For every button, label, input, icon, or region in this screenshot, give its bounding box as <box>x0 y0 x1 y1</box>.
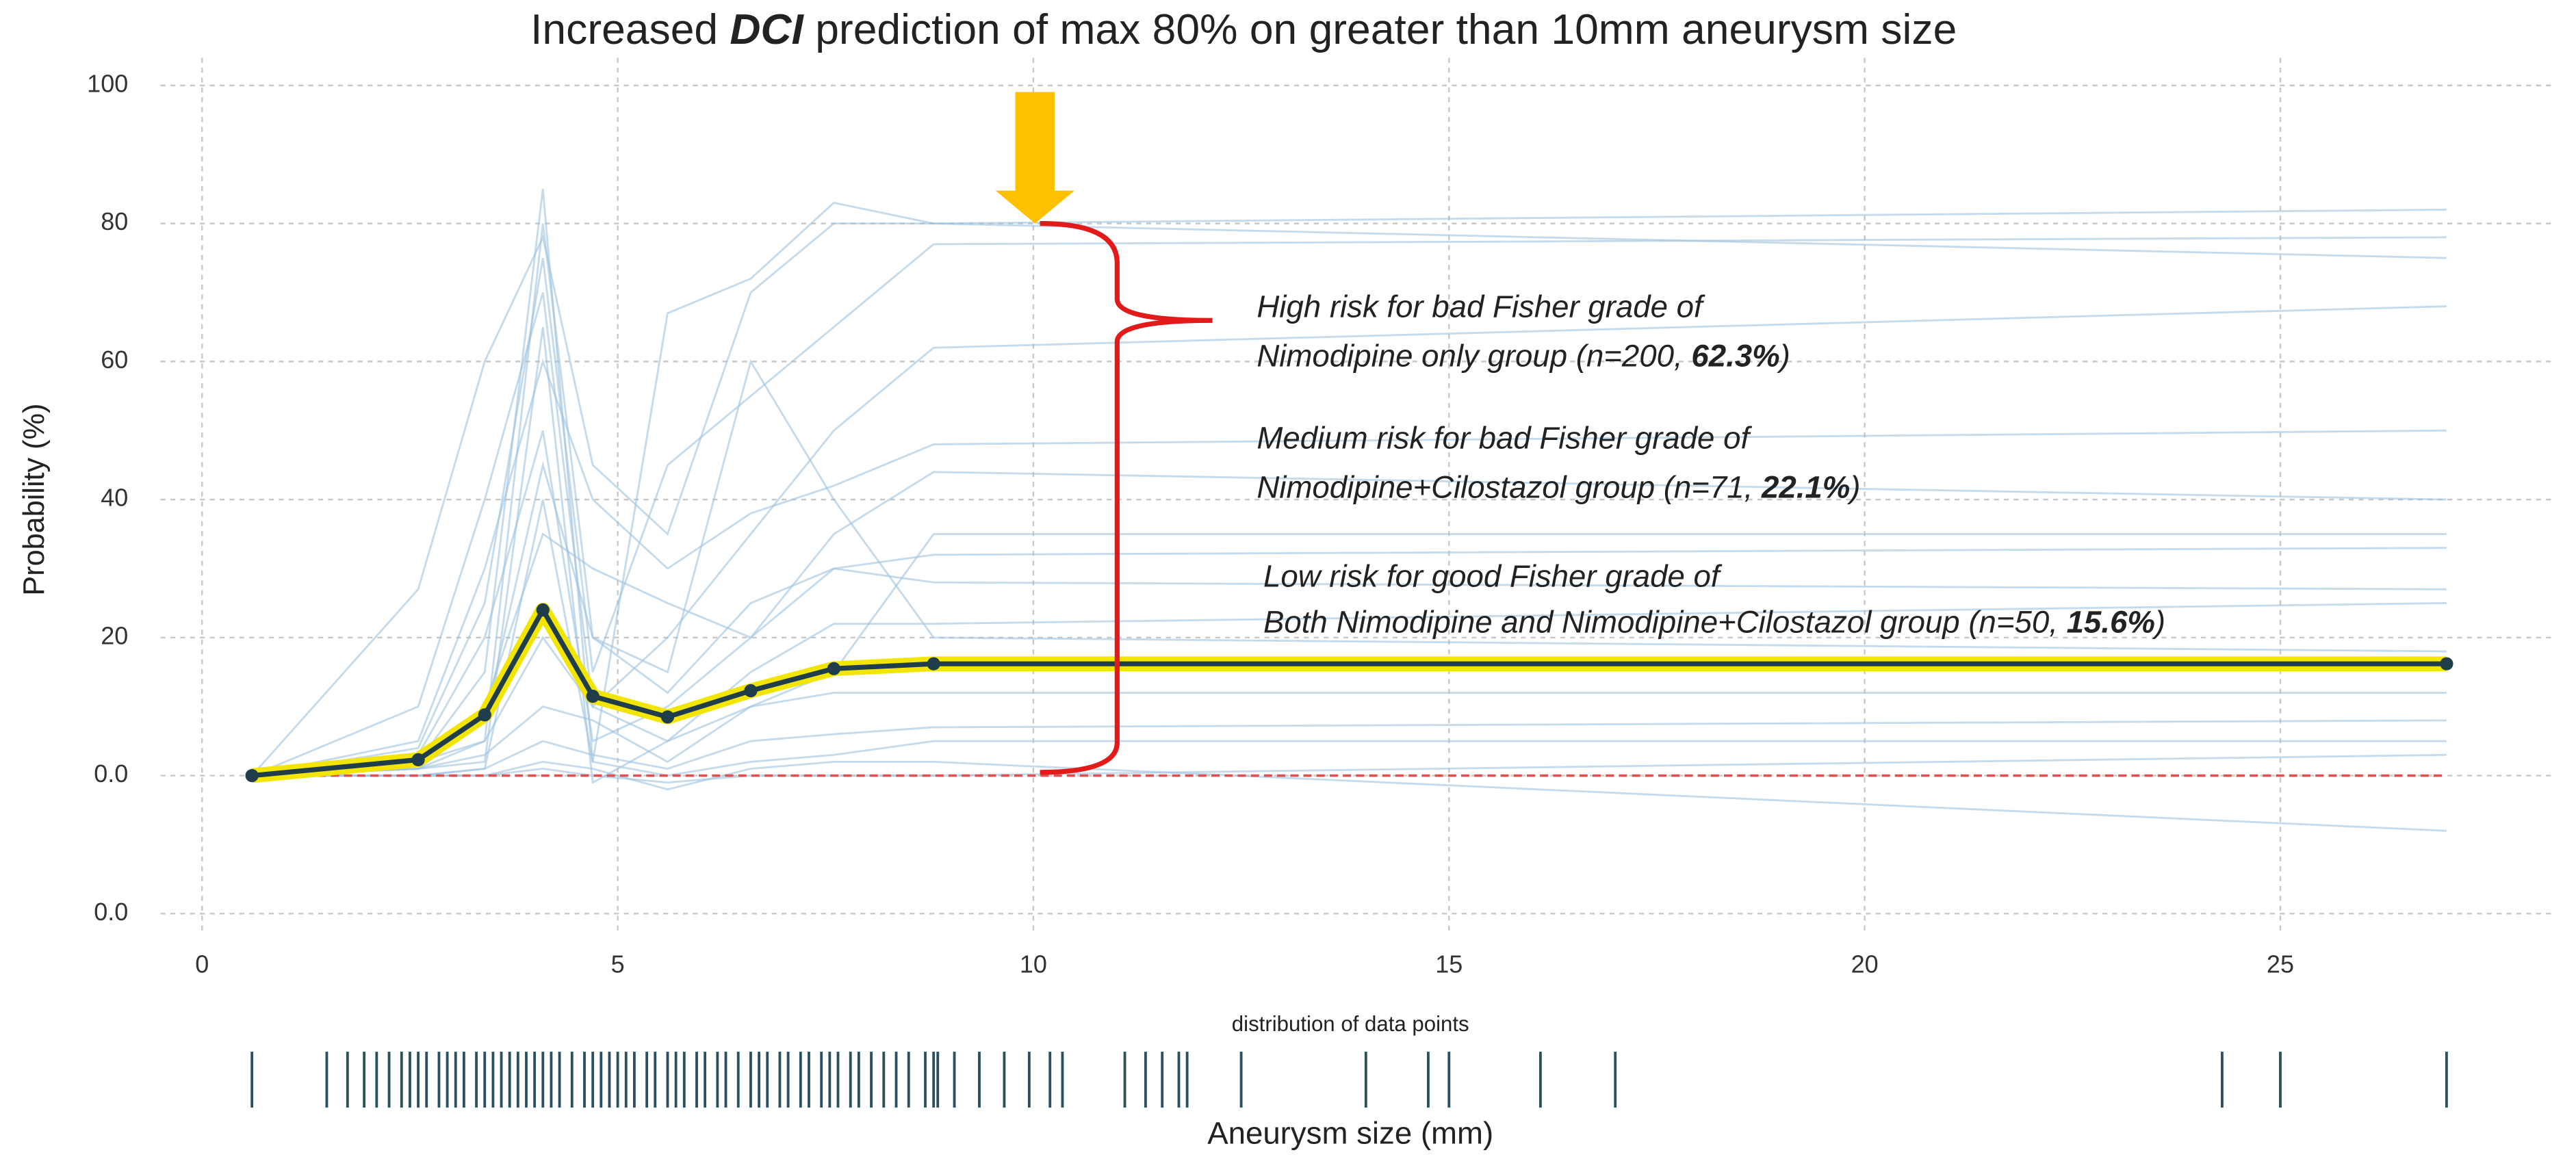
annotation: Nimodipine+Cilostazol group (n=71, 22.1%… <box>1257 470 1860 505</box>
text-segment: High risk for bad Fisher grade of <box>1257 289 1705 324</box>
y-tick-label: 20 <box>101 621 128 649</box>
point <box>2440 657 2453 671</box>
ice-line <box>252 326 2447 784</box>
x-tick-label: 10 <box>1020 950 1047 978</box>
ice-line <box>252 760 2447 832</box>
ice-line <box>252 499 2447 777</box>
point <box>744 684 758 698</box>
y-tick-label: 60 <box>101 346 128 374</box>
rug <box>250 1052 2448 1108</box>
point <box>245 768 259 783</box>
ice-line <box>252 601 2447 777</box>
ice-line <box>251 236 2447 777</box>
text-segment: Low risk for good Fisher grade of <box>1263 558 1723 593</box>
point <box>927 657 940 671</box>
annotation: High risk for bad Fisher grade of <box>1257 289 1705 324</box>
chart-title: Increased DCI prediction of max 80% on g… <box>530 6 1957 54</box>
text-segment: ) <box>1846 470 1860 505</box>
x-tick-label: 5 <box>611 950 625 978</box>
y-tick-label: 0.0 <box>94 759 128 788</box>
ice-line <box>252 223 2447 777</box>
y-axis-label: Probability (%) <box>18 404 51 596</box>
annotation: Medium risk for bad Fisher grade of <box>1257 421 1752 456</box>
ice-line <box>252 753 2447 784</box>
y-tick-label: 80 <box>101 207 128 235</box>
text-segment: 62.3% <box>1691 339 1779 374</box>
y-tick-label: 40 <box>101 484 128 512</box>
point <box>586 689 600 703</box>
arrow <box>995 92 1074 224</box>
text-segment: prediction of max 80% on greater than 10… <box>803 6 1957 54</box>
ice-lines <box>251 189 2447 832</box>
annotation: Nimodipine only group (n=200, 62.3%) <box>1257 339 1790 374</box>
point <box>478 708 491 722</box>
text-segment: ) <box>2152 605 2165 640</box>
annotation: Low risk for good Fisher grade of <box>1263 558 1723 593</box>
y-tick-label: 0.0 <box>94 898 128 926</box>
x-tick-label: 20 <box>1851 950 1879 978</box>
text-segment: ) <box>1777 339 1790 374</box>
point <box>827 662 841 675</box>
text-segment: Both Nimodipine and Nimodipine+Cilostazo… <box>1263 605 2067 640</box>
line <box>251 607 2447 779</box>
ice-line <box>252 189 2447 777</box>
x-tick-label: 15 <box>1435 950 1463 978</box>
text-segment: 15.6% <box>2067 605 2155 640</box>
ice-line <box>252 692 2447 777</box>
point <box>660 710 675 724</box>
text-segment: Medium risk for bad Fisher grade of <box>1257 421 1752 456</box>
text-segment: Nimodipine+Cilostazol group (n=71, <box>1257 470 1762 505</box>
text-segment: Increased <box>530 6 730 54</box>
point <box>411 753 425 767</box>
ice-line <box>251 222 2447 777</box>
text-segment: 22.1% <box>1761 470 1850 505</box>
point <box>536 603 550 617</box>
x-tick-label: 0 <box>195 950 209 978</box>
x-tick-label: 25 <box>2267 950 2294 978</box>
ice-line <box>251 358 2447 777</box>
main-line <box>245 602 2453 783</box>
texts: 0.0 0.0 20 40 60 80 100 0 5 10 15 20 25 Increased DCI… <box>18 6 2294 1151</box>
x-axis-label: Aneurysm size (mm) <box>1207 1116 1493 1151</box>
rug-label: distribution of data points <box>1232 1012 1469 1036</box>
text-segment: Nimodipine only group (n=200, <box>1257 339 1691 374</box>
ice-line <box>251 292 2447 777</box>
bracket <box>1040 221 1213 775</box>
annotation: Both Nimodipine and Nimodipine+Cilostazo… <box>1263 605 2165 640</box>
y-tick-label: 100 <box>87 69 128 97</box>
text-segment: DCI <box>730 6 804 54</box>
